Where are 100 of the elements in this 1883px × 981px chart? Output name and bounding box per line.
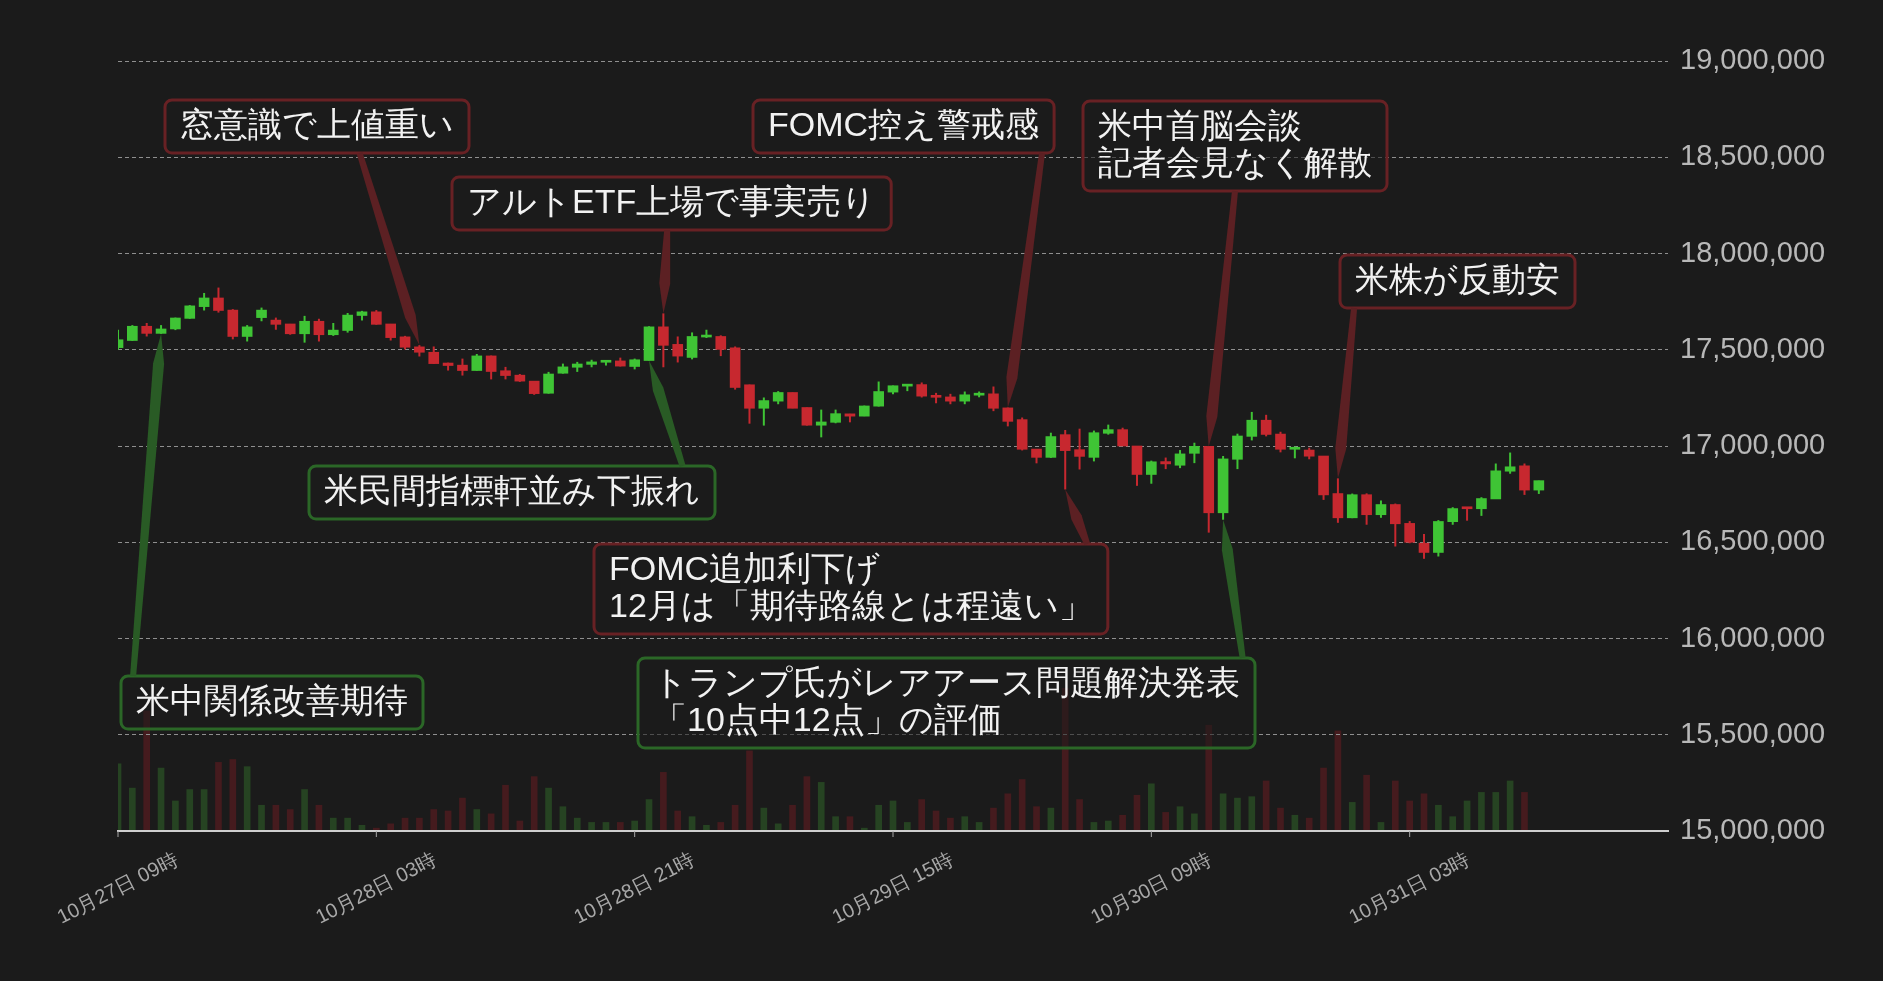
candlestick <box>1232 432 1243 471</box>
bar <box>1449 816 1457 831</box>
bar <box>832 816 839 831</box>
x-tick-label: 10月31日 03時 <box>1345 847 1473 928</box>
bar <box>502 784 509 831</box>
y-tick-label: 17,500,000 <box>1680 331 1826 364</box>
annotation: 米中首脳会談記者会見なく解散 <box>1098 105 1372 181</box>
candlestick <box>1361 492 1372 526</box>
annotation: FOMC控え警戒感 <box>768 104 1040 143</box>
bar <box>918 799 926 831</box>
bar <box>473 809 481 831</box>
candlestick <box>1260 413 1272 438</box>
bar <box>1234 797 1241 831</box>
candlestick <box>313 317 325 343</box>
bar <box>459 797 466 831</box>
bar <box>1004 793 1012 831</box>
x-tick-label: 10月30日 09時 <box>1086 847 1215 928</box>
x-tick-label: 10月28日 03時 <box>311 847 440 928</box>
x-tick-label: 10月29日 15時 <box>828 847 957 928</box>
bar <box>530 776 538 831</box>
bar <box>344 817 351 831</box>
x-tick-label: 10月27日 09時 <box>53 847 182 928</box>
bar <box>1104 820 1112 831</box>
annotation: 窓意識で上値重い <box>180 104 454 143</box>
bar <box>1033 806 1040 831</box>
candlestick <box>988 385 999 413</box>
y-tick-label: 15,500,000 <box>1680 716 1826 749</box>
candlestick <box>1389 502 1401 548</box>
x-tick-label: 10月28日 21時 <box>570 847 698 928</box>
bar <box>1162 812 1170 831</box>
bar <box>947 817 954 831</box>
bar <box>717 822 725 831</box>
y-tick-label: 18,500,000 <box>1680 139 1826 172</box>
bar <box>430 809 438 831</box>
candlestick <box>1074 427 1085 471</box>
bar <box>990 807 997 831</box>
bar <box>1363 774 1370 831</box>
candlestick <box>1174 449 1186 470</box>
bar <box>904 822 911 831</box>
bar <box>1435 804 1442 831</box>
candlestick <box>1246 410 1258 442</box>
annotation: 米株が反動安 <box>1355 259 1560 298</box>
y-tick-label: 17,000,000 <box>1680 428 1826 460</box>
bar <box>1391 780 1399 831</box>
bar <box>573 817 581 831</box>
y-tick-label: 16,500,000 <box>1680 524 1826 557</box>
bar <box>186 789 194 831</box>
bar <box>1521 792 1528 831</box>
candlestick <box>1476 496 1487 517</box>
candlestick <box>543 370 554 395</box>
bar <box>215 762 222 831</box>
candlestick <box>873 380 884 408</box>
y-tick-label: 16,000,000 <box>1680 620 1826 653</box>
annotation: アルトETF上場で事実売り <box>467 181 877 220</box>
bar <box>1305 817 1313 831</box>
bar <box>129 787 136 831</box>
bar <box>746 750 753 831</box>
candlestick <box>672 335 684 364</box>
candlestick <box>342 311 353 334</box>
bar <box>1478 792 1485 831</box>
annotation: トランプ氏がレアアース問題解決発表「10点中12点」の評価 <box>653 662 1240 738</box>
candlestick <box>1418 532 1430 560</box>
bar <box>1320 767 1327 831</box>
candlestick <box>1045 431 1057 459</box>
candlestick <box>758 396 770 427</box>
annotation: FOMC追加利下げ12月は「期待路線とは程遠い」 <box>609 548 1093 624</box>
bar <box>1492 792 1500 831</box>
candlestick <box>1059 429 1071 491</box>
candlestick <box>1275 430 1286 454</box>
bar <box>301 789 308 831</box>
y-tick-label: 15,000,000 <box>1680 813 1826 845</box>
y-tick-label: 18,000,000 <box>1680 235 1826 268</box>
candlestick <box>686 331 698 361</box>
annotation: 米民間指標軒並み下振れ <box>324 470 700 509</box>
bar <box>1248 796 1256 831</box>
candlestick <box>801 406 813 427</box>
bar <box>961 816 969 831</box>
bar <box>1406 800 1413 831</box>
candlestick <box>299 314 310 344</box>
bar <box>1076 799 1083 831</box>
bar <box>172 800 179 831</box>
bar <box>1348 802 1356 831</box>
bar <box>258 804 265 831</box>
candlestick <box>213 286 224 314</box>
candlestick <box>815 408 827 439</box>
bar <box>817 782 825 831</box>
bar <box>1148 783 1155 831</box>
bar <box>286 809 294 831</box>
bar <box>660 772 667 831</box>
bar <box>1277 807 1284 831</box>
bar <box>789 804 796 831</box>
bar <box>588 822 595 831</box>
bar <box>616 822 624 831</box>
y-tick-label: 19,000,000 <box>1680 43 1826 75</box>
bar <box>631 820 638 831</box>
candlestick <box>1504 451 1516 475</box>
bar <box>1119 814 1126 831</box>
candlestick <box>1189 441 1200 465</box>
bar <box>674 810 682 831</box>
bar <box>875 804 882 831</box>
